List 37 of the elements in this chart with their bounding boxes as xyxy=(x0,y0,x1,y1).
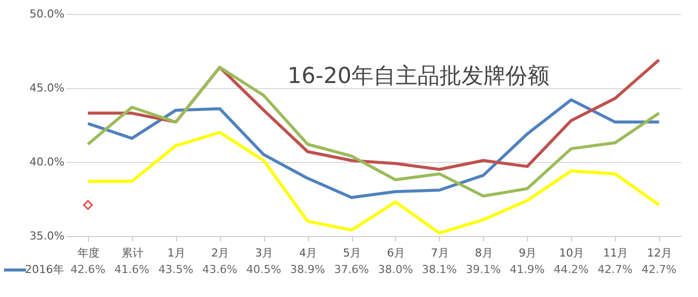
x-tick-label: 3月 xyxy=(255,246,274,260)
x-tick-label: 9月 xyxy=(518,246,537,260)
data-label: 38.1% xyxy=(422,263,457,276)
x-tick-label: 5月 xyxy=(343,246,362,260)
line-series xyxy=(86,130,661,235)
data-label: 41.6% xyxy=(114,263,150,276)
y-tick-label: 45.0% xyxy=(30,82,64,94)
y-tick-label: 40.0% xyxy=(30,156,64,168)
y-tick-label: 50.0% xyxy=(30,8,64,20)
data-label: 38.9% xyxy=(290,263,326,276)
x-tick-label: 12月 xyxy=(647,246,672,260)
x-tick-label: 2月 xyxy=(211,246,230,260)
x-tick-label: 1月 xyxy=(167,246,186,260)
data-label: 41.9% xyxy=(510,263,545,276)
line-series xyxy=(86,66,661,198)
x-tick-label: 6月 xyxy=(386,246,405,260)
data-label: 42.6% xyxy=(70,263,106,276)
data-label: 42.7% xyxy=(642,263,677,276)
x-tick-label: 累计 xyxy=(121,246,144,260)
line-series xyxy=(86,98,661,200)
data-label: 38.0% xyxy=(378,263,413,276)
data-label: 44.2% xyxy=(554,263,589,276)
data-label: 43.6% xyxy=(202,263,238,276)
x-tick-label: 8月 xyxy=(474,246,493,260)
text: 16-20年自主品批发牌份额 xyxy=(288,64,550,89)
x-tick-label: 7月 xyxy=(430,246,449,260)
data-label: 39.1% xyxy=(466,263,501,276)
legend-label: 2016年 xyxy=(25,263,64,276)
y-tick-label: 35.0% xyxy=(30,230,64,242)
data-label: 37.6% xyxy=(334,263,370,276)
x-tick-label: 11月 xyxy=(603,246,628,260)
x-tick-label: 年度 xyxy=(77,246,100,260)
x-tick-label: 4月 xyxy=(299,246,318,260)
data-label: 40.5% xyxy=(246,263,282,276)
data-label: 42.7% xyxy=(598,263,633,276)
data-label: 43.5% xyxy=(158,263,194,276)
x-tick-label: 10月 xyxy=(559,246,584,260)
